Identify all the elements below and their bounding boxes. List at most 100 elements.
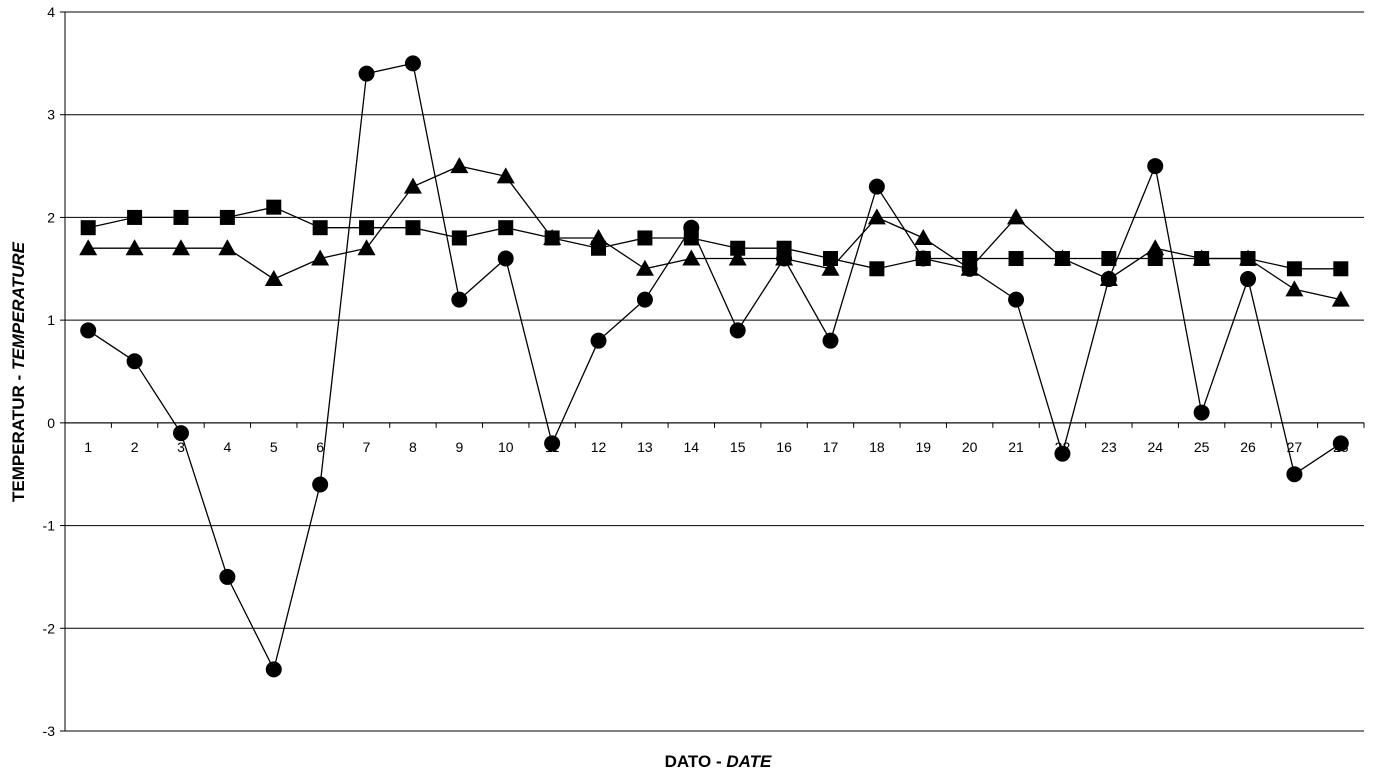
data-point-triangle — [1146, 239, 1165, 256]
x-tick-label: 7 — [363, 439, 371, 455]
series-line-circle — [87, 62, 1342, 672]
data-point-triangle — [1285, 280, 1304, 297]
y-tick-label: 3 — [47, 107, 55, 123]
data-point-circle — [544, 435, 561, 452]
data-point-square — [637, 230, 653, 246]
data-point-square — [173, 209, 189, 225]
x-axis-title-italic: DATE — [726, 752, 772, 771]
data-point-circle — [312, 476, 329, 493]
x-tick-label: 4 — [223, 439, 231, 455]
data-point-triangle — [914, 228, 933, 245]
x-tick-label: 12 — [591, 439, 607, 455]
data-point-circle — [961, 260, 978, 277]
data-point-triangle — [218, 239, 237, 256]
y-axis-title-plain: TEMPERATUR - — [9, 370, 28, 502]
data-point-triangle — [1331, 290, 1350, 307]
data-point-circle — [822, 332, 839, 349]
gridlines — [65, 11, 1364, 732]
data-point-triangle — [682, 249, 701, 266]
x-axis-title: DATO - DATE — [665, 752, 772, 771]
x-tick-label: 23 — [1101, 439, 1117, 455]
series-line-triangle — [88, 165, 1341, 301]
x-tick-label: 13 — [637, 439, 653, 455]
data-point-triangle — [125, 239, 144, 256]
x-tick-label: 9 — [455, 439, 463, 455]
data-point-circle — [868, 178, 885, 195]
data-series — [79, 55, 1350, 678]
y-axis-title-italic: TEMPERATURE — [9, 241, 28, 370]
x-tick-label: 14 — [684, 439, 700, 455]
x-tick-label: 20 — [962, 439, 978, 455]
data-point-circle — [1286, 466, 1303, 483]
series-square — [80, 199, 1349, 277]
x-tick-label: 2 — [131, 439, 139, 455]
data-point-triangle — [821, 259, 840, 276]
y-tick-labels: -3 -2 -1 0 1 2 3 4 — [43, 4, 56, 739]
data-point-square — [730, 240, 746, 256]
data-point-square — [498, 220, 514, 236]
data-point-square — [1008, 251, 1024, 267]
y-axis-title: TEMPERATUR - TEMPERATURE — [9, 241, 28, 502]
data-point-triangle — [450, 157, 469, 174]
data-point-square — [219, 209, 235, 225]
data-point-circle — [404, 55, 421, 72]
data-point-circle — [358, 65, 375, 82]
axes — [60, 11, 1365, 732]
data-point-square — [127, 209, 143, 225]
data-point-circle — [172, 425, 189, 442]
series-circle — [80, 55, 1349, 678]
data-point-triangle — [543, 228, 562, 245]
data-point-circle — [1054, 445, 1071, 462]
data-point-circle — [126, 353, 143, 370]
data-point-triangle — [1239, 249, 1258, 266]
data-point-circle — [1008, 291, 1025, 308]
data-point-circle — [636, 291, 653, 308]
y-tick-label: 0 — [47, 415, 55, 431]
x-tick-label: 25 — [1194, 439, 1210, 455]
x-tick-label: 18 — [869, 439, 885, 455]
x-tick-label: 26 — [1240, 439, 1256, 455]
x-tick-label: 27 — [1287, 439, 1303, 455]
x-tick-labels: 1234567891011121314151617181920212223242… — [84, 439, 1349, 455]
y-tick-label: -2 — [43, 620, 56, 636]
data-point-triangle — [311, 249, 330, 266]
data-point-square — [359, 220, 375, 236]
data-point-square — [80, 220, 96, 236]
series-triangle — [79, 157, 1350, 307]
data-point-square — [405, 220, 421, 236]
data-point-circle — [915, 250, 932, 267]
data-point-triangle — [357, 239, 376, 256]
data-point-square — [1333, 261, 1349, 277]
data-point-triangle — [635, 259, 654, 276]
data-point-square — [1286, 261, 1302, 277]
data-point-circle — [1100, 271, 1117, 288]
data-point-circle — [590, 332, 607, 349]
data-point-circle — [80, 322, 97, 339]
y-tick-label: 1 — [47, 312, 55, 328]
x-axis-title-plain: DATO - — [665, 752, 727, 771]
data-point-circle — [1193, 404, 1210, 421]
y-tick-label: -3 — [43, 723, 56, 739]
x-tick-label: 10 — [498, 439, 514, 455]
data-point-circle — [1332, 435, 1349, 452]
data-point-triangle — [496, 167, 515, 184]
data-point-triangle — [171, 239, 190, 256]
x-tick-label: 21 — [1008, 439, 1024, 455]
data-point-triangle — [1192, 249, 1211, 266]
data-point-square — [822, 251, 838, 267]
x-tick-label: 15 — [730, 439, 746, 455]
x-tick-label: 8 — [409, 439, 417, 455]
x-tick-label: 16 — [776, 439, 792, 455]
x-tick-label: 1 — [84, 439, 92, 455]
data-point-circle — [219, 568, 236, 585]
data-point-square — [451, 230, 467, 246]
data-point-triangle — [728, 249, 747, 266]
data-point-square — [1101, 251, 1117, 267]
x-tick-label: 5 — [270, 439, 278, 455]
x-tick-label: 6 — [316, 439, 324, 455]
data-point-triangle — [403, 177, 422, 194]
data-point-triangle — [867, 208, 886, 225]
data-point-circle — [1240, 271, 1257, 288]
y-tick-label: 4 — [47, 4, 55, 20]
